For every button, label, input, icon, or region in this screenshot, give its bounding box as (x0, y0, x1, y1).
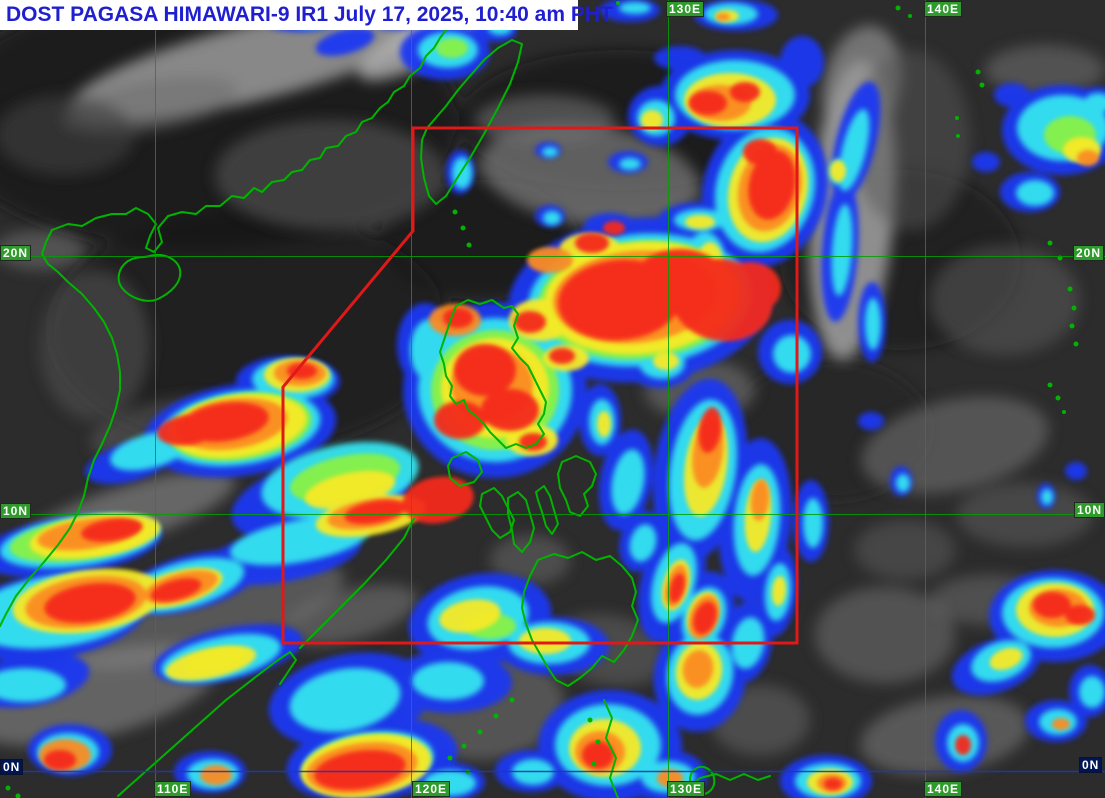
coast-samar (557, 455, 597, 517)
coast-mindoro (447, 451, 483, 487)
grid-label-10n-left: 10N (0, 503, 32, 519)
coast-vietnam (0, 229, 121, 627)
coast-borneo (117, 651, 297, 797)
grid-label-130e-bottom: 130E (667, 781, 706, 797)
grid-label-130e-top: 130E (666, 1, 705, 17)
coast-mindanao (521, 551, 639, 687)
grid-label-110e-bottom: 110E (154, 781, 192, 797)
grid-label-0n-right: 0N (1079, 757, 1103, 773)
ir-red-layer (44, 82, 1095, 790)
grid-label-20n-right: 20N (1073, 245, 1105, 261)
coast-sulawesi (603, 699, 619, 798)
grid-label-0n-left: 0N (0, 759, 24, 775)
par-boundary (281, 126, 799, 645)
title-bar: DOST PAGASA HIMAWARI-9 IR1 July 17, 2025… (0, 0, 613, 30)
grid-label-140e-bottom: 140E (924, 781, 963, 797)
grid-label-140e-top: 140E (924, 1, 963, 17)
grid-label-120e-bottom: 120E (412, 781, 451, 797)
coast-palawan (299, 517, 415, 649)
coast-halmahera (687, 773, 771, 789)
coast-hainan (117, 254, 182, 302)
coast-taiwan (420, 39, 523, 205)
coast-cebu (535, 485, 559, 535)
grid-label-20n-left: 20N (0, 245, 32, 261)
coast-negros (507, 491, 535, 553)
grid-label-10n-right: 10N (1074, 502, 1105, 518)
coast-luzon (439, 299, 547, 449)
